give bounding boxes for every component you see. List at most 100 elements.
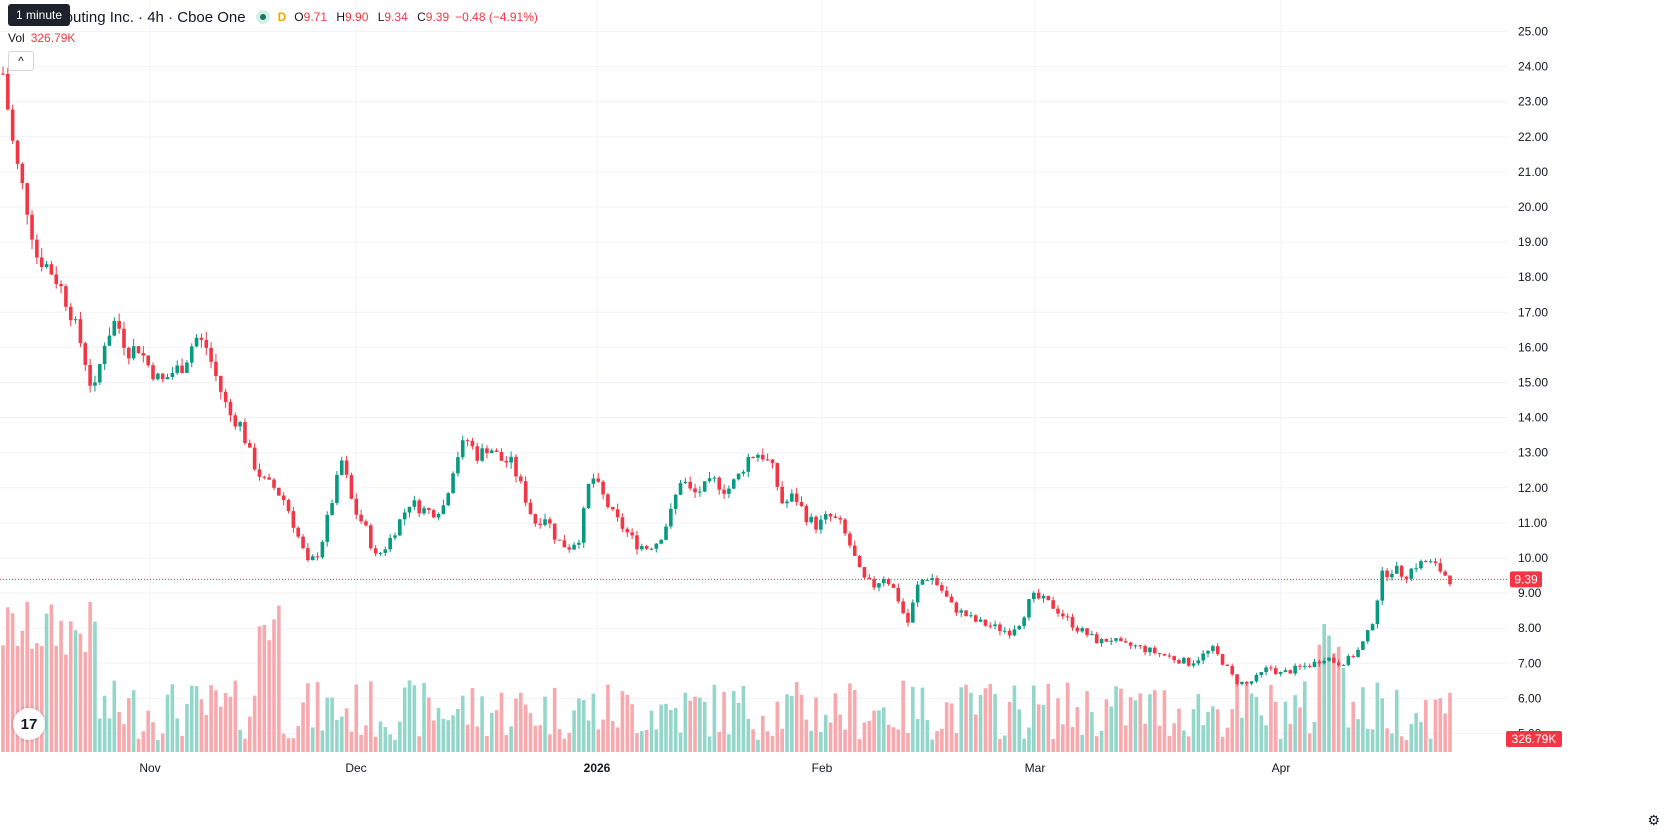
candle-body — [1298, 665, 1302, 667]
candle-body — [1225, 664, 1230, 666]
price-tick-label: 17.00 — [1518, 305, 1548, 319]
volume-bar — [1220, 736, 1225, 752]
volume-bars — [1, 601, 1452, 752]
candle-body — [373, 548, 378, 554]
volume-bar — [30, 648, 34, 752]
candle-body — [606, 494, 610, 507]
candle-body — [97, 364, 102, 383]
volume-bar — [131, 690, 136, 752]
close-value: 9.39 — [425, 10, 450, 24]
candle-body — [857, 555, 862, 568]
volume-bar — [746, 718, 751, 752]
volume-bar — [49, 604, 54, 752]
volume-bar — [925, 720, 930, 752]
price-tick-label: 15.00 — [1518, 376, 1548, 390]
price-tick-label: 12.00 — [1518, 481, 1548, 495]
price-tick-label: 7.00 — [1518, 656, 1542, 670]
market-status-dot-icon[interactable] — [255, 10, 270, 24]
price-tick-label: 6.00 — [1518, 691, 1542, 705]
candle-body — [185, 362, 189, 373]
volume-bar — [794, 681, 799, 752]
volume-bar — [160, 733, 165, 752]
candle-body — [310, 556, 315, 561]
volume-bar — [1167, 735, 1172, 752]
volume-bar — [262, 624, 267, 752]
gear-icon[interactable]: ⚙ — [1647, 812, 1660, 828]
candle-body — [1380, 570, 1385, 601]
volume-bar — [248, 716, 252, 752]
candle-body — [131, 346, 136, 359]
volume-bar — [54, 645, 59, 752]
chart-grid — [0, 0, 1508, 752]
volume-bar — [1288, 723, 1293, 752]
candle-body — [20, 163, 25, 184]
volume-bar — [954, 733, 959, 752]
volume-bar — [775, 701, 780, 752]
volume-bar — [107, 718, 112, 752]
volume-bar — [944, 702, 949, 752]
chevron-up-icon[interactable]: ^ — [8, 51, 34, 71]
volume-bar — [1186, 736, 1191, 752]
candle-body — [199, 337, 204, 340]
candle-body — [1196, 660, 1201, 664]
volume-bar — [122, 724, 126, 752]
candle-body — [262, 476, 267, 478]
candle-body — [441, 505, 446, 514]
price-tick-label: 11.00 — [1518, 516, 1547, 530]
volume-bar — [1240, 717, 1244, 752]
volume-bar — [218, 706, 223, 752]
candle-body — [1322, 660, 1326, 664]
volume-bar — [238, 729, 242, 752]
volume-bar — [1119, 688, 1123, 752]
candle-body — [712, 477, 717, 479]
volume-bar — [252, 695, 257, 752]
candle-body — [1356, 649, 1360, 658]
candle-body — [1404, 576, 1409, 579]
low-value: 9.34 — [384, 10, 408, 24]
candle-body — [698, 491, 702, 493]
candle-body — [1167, 655, 1172, 657]
volume-bar — [214, 690, 218, 752]
volume-bar — [1152, 690, 1157, 752]
volume-bar — [1399, 736, 1404, 752]
volume-bar — [640, 731, 644, 752]
volume-bar — [1065, 682, 1070, 752]
volume-bar — [1027, 727, 1031, 752]
volume-bar — [1249, 693, 1254, 752]
candle-body — [1012, 629, 1017, 636]
candle-body — [141, 353, 146, 356]
candle-body — [68, 306, 73, 321]
candle-body — [1361, 641, 1365, 650]
candle-body — [610, 506, 615, 510]
candle-body — [189, 346, 194, 363]
volume-bar — [538, 725, 542, 752]
candle-body — [586, 483, 591, 509]
volume-bar — [1143, 723, 1147, 752]
candle-body — [775, 463, 780, 487]
open-key: O — [294, 10, 304, 24]
volume-bar — [310, 727, 315, 752]
candle-body — [25, 183, 29, 215]
time-tick-label: Nov — [139, 761, 160, 775]
candle-body — [446, 493, 451, 506]
tradingview-logo-icon[interactable]: 17 — [13, 708, 45, 740]
candle-body — [1424, 561, 1428, 563]
candle-body — [669, 508, 673, 527]
candle-body — [218, 376, 223, 392]
candle-body — [760, 454, 765, 460]
candle-body — [1201, 653, 1205, 661]
volume-bar — [915, 719, 920, 752]
candle-body — [214, 361, 218, 377]
volume-bar — [896, 729, 901, 752]
volume-bar — [277, 605, 281, 752]
time-tick-label: Feb — [812, 761, 833, 775]
candle-body — [741, 471, 746, 474]
candle-body — [354, 498, 359, 515]
time-tick-label: Apr — [1272, 761, 1291, 775]
candle-body — [843, 519, 847, 534]
volume-bar — [1370, 729, 1375, 752]
volume-bar — [359, 734, 363, 752]
candle-body — [1017, 625, 1022, 630]
volume-bar — [848, 683, 852, 752]
